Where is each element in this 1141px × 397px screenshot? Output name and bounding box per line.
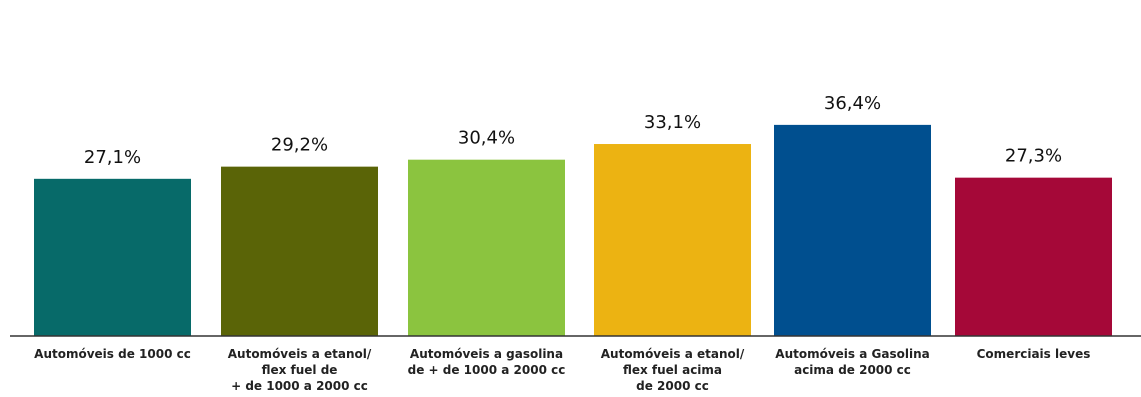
value-label-4: 33,1% bbox=[644, 112, 701, 133]
bar-3 bbox=[408, 159, 565, 336]
category-label-6: Comerciais leves bbox=[976, 347, 1091, 361]
bar-4 bbox=[594, 144, 751, 336]
category-label-2: Automóveis a etanol/ flex fuel de + de 1… bbox=[227, 347, 372, 393]
category-label-1: Automóveis de 1000 cc bbox=[34, 347, 191, 361]
value-label-3: 30,4% bbox=[458, 128, 515, 149]
value-label-6: 27,3% bbox=[1005, 146, 1062, 167]
bar-6 bbox=[955, 177, 1112, 336]
bar-2 bbox=[221, 166, 378, 336]
category-label-4: Automóveis a etanol/ flex fuel acima de … bbox=[600, 347, 745, 393]
bar-5 bbox=[774, 124, 931, 336]
bar-1 bbox=[34, 178, 191, 336]
value-label-5: 36,4% bbox=[824, 93, 881, 114]
value-label-2: 29,2% bbox=[271, 135, 328, 156]
category-label-5: Automóveis a Gasolina acima de 2000 cc bbox=[775, 347, 930, 377]
category-label-3: Automóveis a gasolina de + de 1000 a 200… bbox=[407, 347, 566, 377]
value-label-1: 27,1% bbox=[84, 147, 141, 168]
